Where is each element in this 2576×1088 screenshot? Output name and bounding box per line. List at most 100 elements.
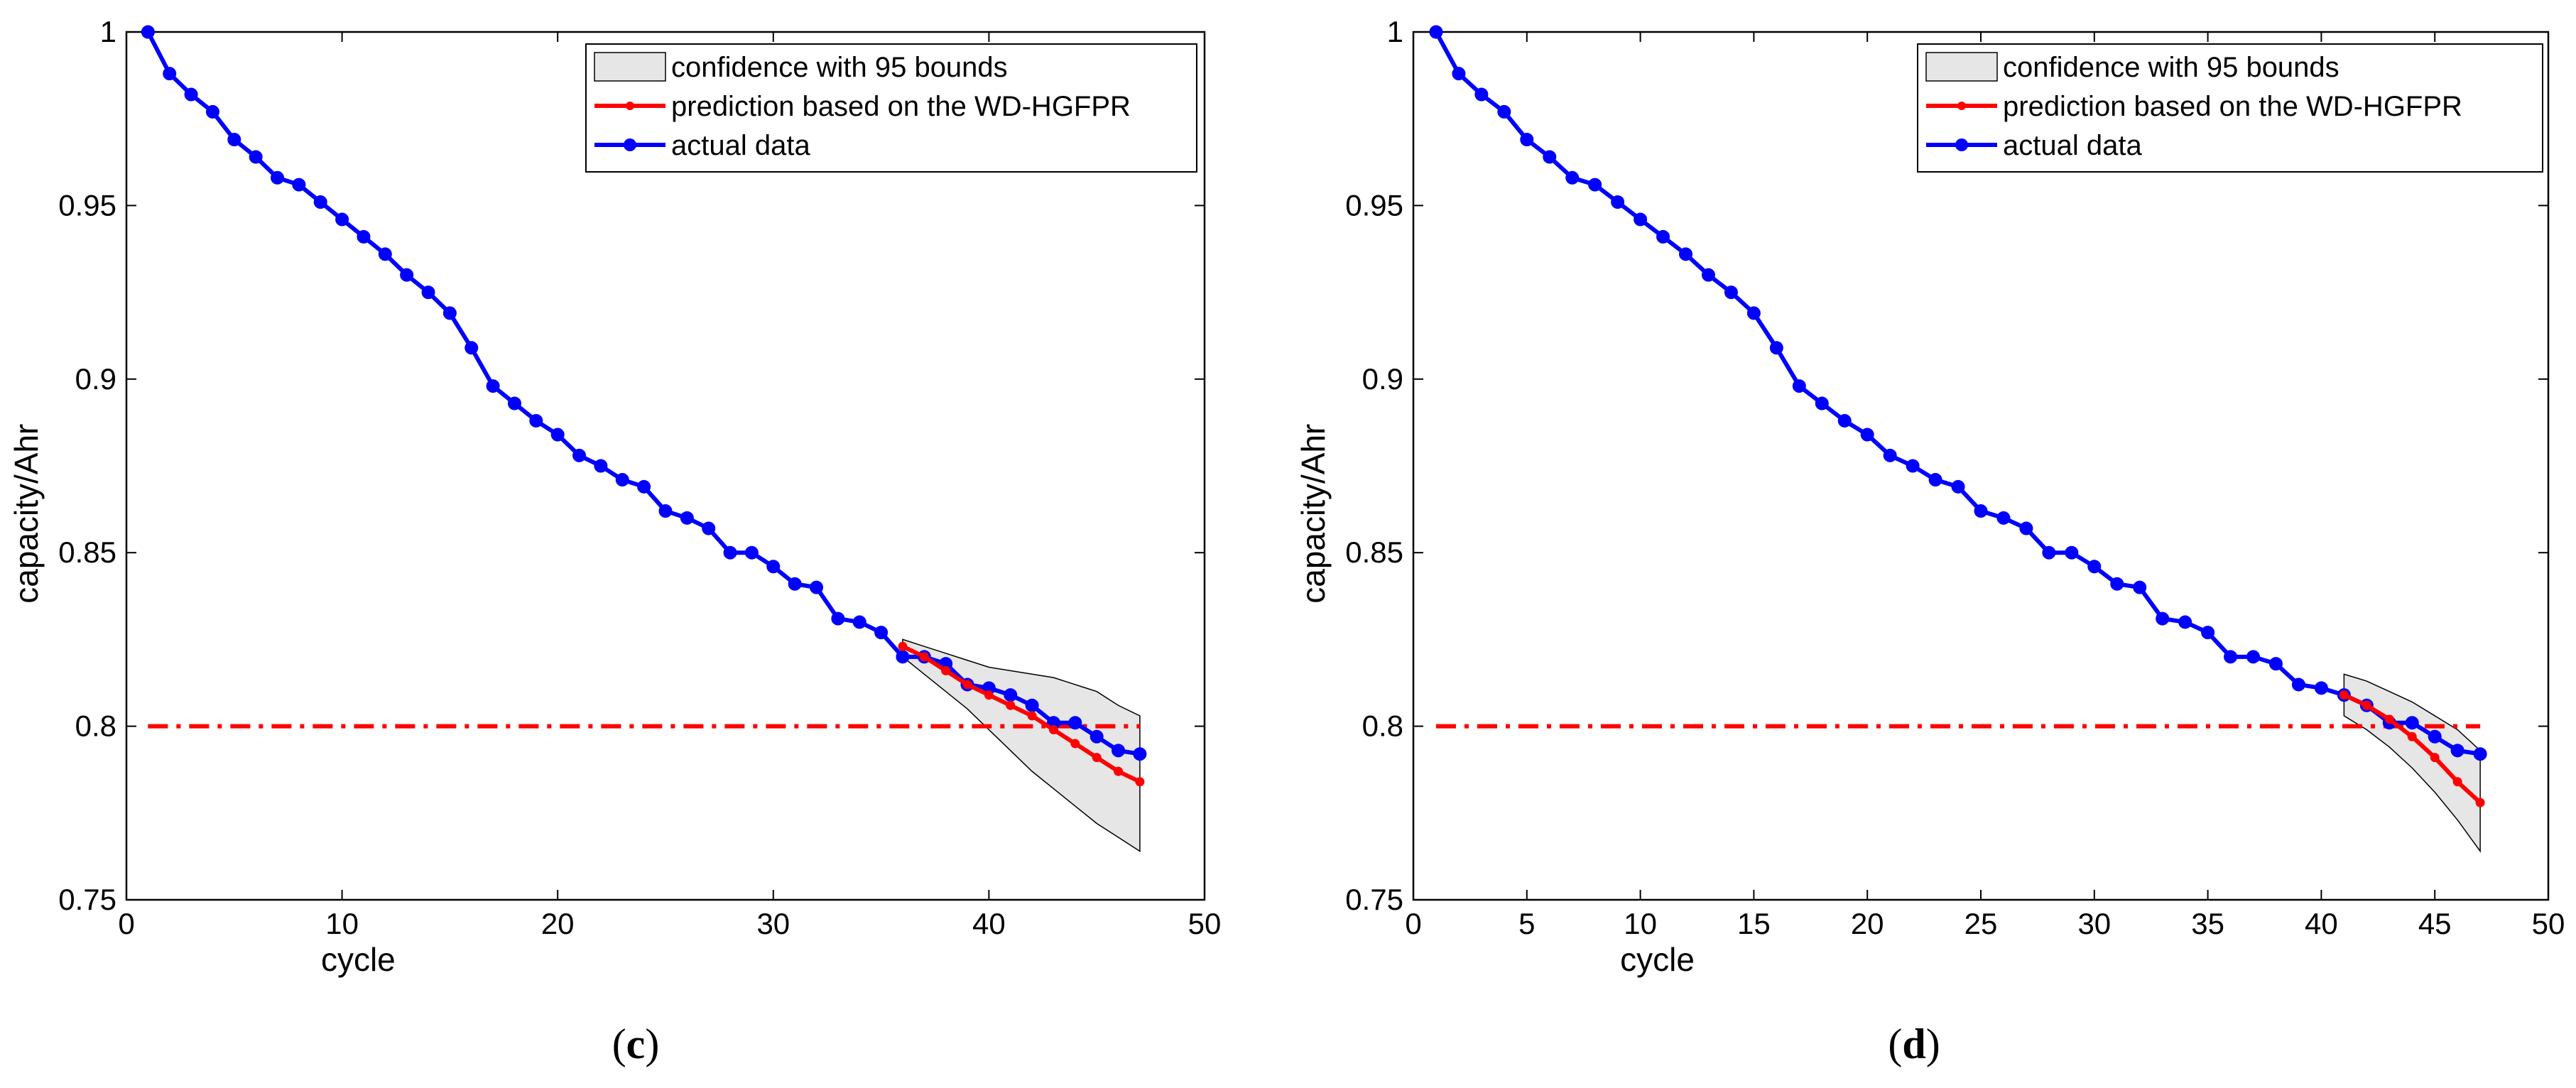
actual-point [227, 133, 241, 147]
prediction-point [2339, 690, 2349, 700]
x-tick-label: 45 [2418, 907, 2452, 940]
actual-point [357, 229, 371, 244]
actual-point [2473, 747, 2487, 761]
actual-point [2087, 560, 2102, 574]
prediction-point [919, 652, 929, 662]
y-tick-label: 0.95 [58, 188, 116, 222]
y-tick-label: 0.8 [1362, 709, 1403, 743]
prediction-point [1070, 739, 1080, 749]
actual-point [2268, 657, 2283, 671]
x-tick-label: 25 [1964, 907, 1998, 940]
actual-point [1837, 413, 1852, 428]
prediction-point [2452, 777, 2462, 787]
legend-entry: prediction based on the WD-HGFPR [2003, 91, 2462, 122]
actual-point [594, 459, 608, 473]
x-tick-label: 50 [1188, 907, 1222, 940]
legend-swatch-band [594, 52, 666, 82]
x-tick-label: 30 [756, 907, 790, 940]
legend-entry: confidence with 95 bounds [2003, 52, 2339, 83]
actual-point [442, 306, 457, 320]
y-tick-label: 0.9 [1362, 362, 1403, 396]
legend-marker-actual [624, 138, 636, 151]
legend-entry: actual data [671, 130, 810, 161]
y-tick-label: 0.8 [75, 709, 116, 743]
actual-point [896, 650, 910, 664]
prediction-point [962, 680, 972, 690]
actual-point [400, 268, 414, 282]
actual-point [874, 626, 888, 640]
actual-point [658, 504, 673, 518]
panel-label: (d) [1888, 1021, 1940, 1067]
actual-point [723, 545, 737, 560]
panel-label: (c) [612, 1021, 660, 1067]
actual-point [2019, 521, 2033, 535]
actual-point [1928, 473, 1942, 487]
y-tick-label: 0.95 [1345, 188, 1403, 222]
actual-point [550, 428, 565, 442]
actual-point [766, 560, 781, 574]
x-tick-label: 5 [1518, 907, 1535, 940]
actual-point [1656, 229, 1670, 244]
actual-point [507, 396, 521, 410]
actual-point [810, 580, 824, 594]
actual-point [637, 479, 651, 494]
y-tick-label: 1 [100, 15, 116, 48]
y-tick-label: 0.75 [58, 883, 116, 916]
actual-point [163, 67, 177, 81]
actual-point [680, 511, 694, 525]
actual-point [788, 577, 802, 591]
actual-point [1724, 285, 1738, 300]
x-tick-label: 10 [325, 907, 359, 940]
actual-point [1089, 729, 1104, 744]
actual-point [572, 448, 587, 462]
actual-point [486, 379, 500, 393]
actual-point [1769, 341, 1783, 355]
legend-swatch-band [1925, 52, 1998, 82]
y-tick-label: 0.85 [58, 535, 116, 569]
x-tick-label: 20 [1851, 907, 1884, 940]
actual-point [1429, 25, 1443, 39]
actual-point [1906, 459, 1920, 473]
prediction-point [1027, 711, 1037, 721]
prediction-point [2384, 714, 2394, 724]
actual-point [1565, 170, 1580, 185]
actual-point [464, 341, 479, 355]
actual-point [2405, 716, 2419, 730]
prediction-point [1092, 753, 1102, 763]
y-tick-label: 0.9 [75, 362, 116, 396]
x-tick-label: 50 [2532, 907, 2565, 940]
legend-entry: confidence with 95 bounds [671, 52, 1008, 83]
actual-point [2178, 615, 2192, 629]
x-tick-label: 35 [2191, 907, 2224, 940]
actual-point [1452, 67, 1466, 81]
actual-point [2314, 681, 2328, 695]
actual-point [1474, 87, 1489, 102]
actual-point [702, 521, 716, 535]
legend-entry: actual data [2003, 130, 2142, 161]
x-tick-label: 40 [972, 907, 1006, 940]
actual-point [1974, 504, 1988, 518]
actual-point [2042, 545, 2056, 560]
actual-point [1133, 747, 1147, 761]
actual-point [249, 150, 263, 164]
actual-point [292, 178, 306, 192]
confidence-band [2343, 673, 2481, 853]
actual-point [1996, 511, 2011, 525]
actual-point [2450, 744, 2464, 758]
actual-point [744, 545, 759, 560]
actual-point [378, 247, 392, 261]
actual-point [2110, 577, 2124, 591]
actual-point [271, 170, 285, 185]
y-tick-label: 1 [1387, 15, 1403, 48]
actual-point [1611, 195, 1625, 210]
prediction-point [2362, 700, 2371, 710]
actual-point [1543, 150, 1557, 164]
actual-point [2246, 650, 2261, 664]
actual-point [1025, 698, 1039, 712]
legend-box [1917, 43, 2543, 173]
legend: confidence with 95 bounds prediction base… [585, 43, 1197, 173]
legend-box [585, 43, 1197, 173]
x-tick-label: 10 [1624, 907, 1657, 940]
y-tick-label: 0.75 [1345, 883, 1403, 916]
prediction-point [2475, 798, 2485, 807]
